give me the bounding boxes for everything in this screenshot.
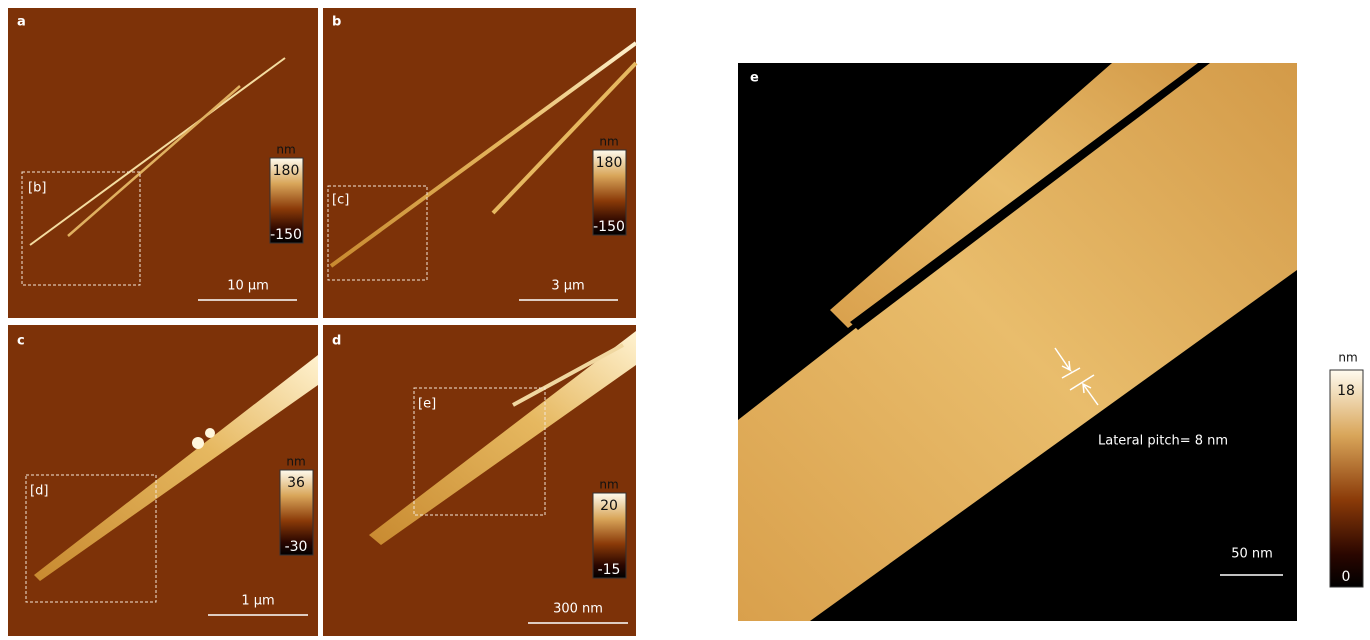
panel-c: c [d] nm 36 -30 1 µm <box>8 325 318 636</box>
colorbar-max: 180 <box>273 163 300 179</box>
panel-label: c <box>17 334 25 349</box>
colorbar-min: -150 <box>593 219 625 235</box>
particle <box>205 428 215 438</box>
scale-label: 300 nm <box>553 602 603 617</box>
inset-label: [b] <box>28 181 46 196</box>
panel-e: e Lateral pitch= 8 nm 50 nm nm 18 0 <box>738 63 1363 621</box>
inset-label: [c] <box>332 193 349 208</box>
colorbar <box>1330 370 1363 587</box>
inset-label: [d] <box>30 484 48 499</box>
particle <box>192 437 204 449</box>
panel-d: d [e] nm 20 -15 300 nm <box>323 325 636 636</box>
panel-a: a [b] nm 180 -150 10 µm <box>8 8 318 318</box>
colorbar-max: 20 <box>600 498 618 514</box>
annotation: Lateral pitch= 8 nm <box>1098 434 1228 449</box>
panel-label: b <box>332 15 341 30</box>
afm-image <box>323 8 636 318</box>
scale-label: 1 µm <box>241 594 274 609</box>
colorbar-min: -30 <box>285 539 308 555</box>
colorbar-min: -15 <box>598 562 621 578</box>
colorbar-max: 18 <box>1337 383 1355 399</box>
colorbar-max: 180 <box>596 155 623 171</box>
colorbar-unit: nm <box>276 143 295 157</box>
colorbar-min: -150 <box>270 227 302 243</box>
colorbar-max: 36 <box>287 475 305 491</box>
colorbar-min: 0 <box>1342 569 1351 585</box>
scale-label: 10 µm <box>227 279 269 294</box>
panel-label: e <box>750 71 759 86</box>
figure: a [b] nm 180 -150 10 µm b [c] nm 180 -15… <box>0 0 1370 640</box>
inset-label: [e] <box>418 397 436 412</box>
scale-label: 50 nm <box>1231 547 1273 562</box>
panel-label: d <box>332 334 341 349</box>
scale-label: 3 µm <box>551 279 584 294</box>
colorbar-unit: nm <box>599 135 618 149</box>
colorbar-unit: nm <box>286 455 305 469</box>
page: a [b] nm 180 -150 10 µm b [c] nm 180 -15… <box>0 0 1370 640</box>
colorbar-unit: nm <box>1338 351 1357 365</box>
panel-label: a <box>17 15 26 30</box>
colorbar-unit: nm <box>599 478 618 492</box>
panel-b: b [c] nm 180 -150 3 µm <box>323 8 636 318</box>
